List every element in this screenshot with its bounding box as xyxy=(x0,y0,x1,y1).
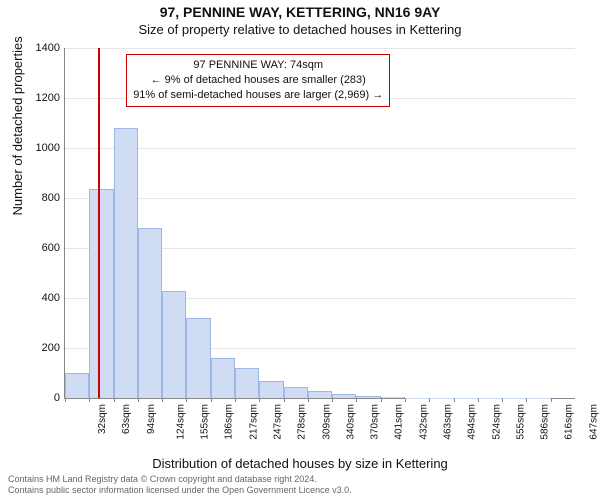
histogram-bar xyxy=(332,394,356,398)
x-tick-label: 155sqm xyxy=(200,404,211,440)
subject-marker-line xyxy=(98,48,100,398)
x-tick-label: 63sqm xyxy=(121,404,132,434)
histogram-bar xyxy=(429,398,453,399)
chart-container: 97, PENNINE WAY, KETTERING, NN16 9AY Siz… xyxy=(0,0,600,500)
histogram-bar xyxy=(162,291,186,399)
x-tick-label: 647sqm xyxy=(588,404,599,440)
plot-area: 97 PENNINE WAY: 74sqm ← 9% of detached h… xyxy=(64,48,575,399)
x-tick-label: 524sqm xyxy=(491,404,502,440)
x-tick-label: 94sqm xyxy=(146,404,157,434)
footer-line-2: Contains public sector information licen… xyxy=(8,485,352,496)
footer: Contains HM Land Registry data © Crown c… xyxy=(8,474,352,496)
histogram-bar xyxy=(405,398,429,399)
x-tick-label: 555sqm xyxy=(515,404,526,440)
x-tick xyxy=(356,398,357,402)
x-tick xyxy=(381,398,382,402)
annotation-line-3: 91% of semi-detached houses are larger (… xyxy=(133,88,383,103)
y-tick-label: 0 xyxy=(6,392,60,404)
histogram-bar xyxy=(356,396,380,399)
histogram-bar xyxy=(308,391,332,399)
x-tick xyxy=(284,398,285,402)
y-tick-label: 1000 xyxy=(6,142,60,154)
histogram-bar xyxy=(235,368,259,398)
histogram-bar xyxy=(381,397,405,398)
y-tick-label: 200 xyxy=(6,342,60,354)
x-tick-label: 463sqm xyxy=(443,404,454,440)
histogram-bar xyxy=(114,128,138,398)
x-tick xyxy=(89,398,90,402)
x-tick xyxy=(162,398,163,402)
y-tick-label: 1400 xyxy=(6,42,60,54)
x-axis-label: Distribution of detached houses by size … xyxy=(0,456,600,471)
histogram-bar xyxy=(89,189,113,398)
x-tick-label: 340sqm xyxy=(345,404,356,440)
x-tick xyxy=(454,398,455,402)
histogram-bar xyxy=(284,387,308,398)
annotation-box: 97 PENNINE WAY: 74sqm ← 9% of detached h… xyxy=(126,54,390,107)
x-tick xyxy=(259,398,260,402)
histogram-bar xyxy=(65,373,89,398)
histogram-bar xyxy=(454,398,478,399)
page-title: 97, PENNINE WAY, KETTERING, NN16 9AY xyxy=(0,0,600,20)
x-tick xyxy=(429,398,430,402)
x-tick xyxy=(65,398,66,402)
x-tick xyxy=(211,398,212,402)
histogram-bar xyxy=(138,228,162,398)
y-axis-label: Number of detached properties xyxy=(10,36,25,215)
histogram-bar xyxy=(211,358,235,398)
x-tick-label: 309sqm xyxy=(321,404,332,440)
x-tick-label: 494sqm xyxy=(467,404,478,440)
x-tick xyxy=(308,398,309,402)
x-tick-label: 32sqm xyxy=(97,404,108,434)
x-tick-label: 370sqm xyxy=(370,404,381,440)
y-tick-label: 1200 xyxy=(6,92,60,104)
x-tick-label: 278sqm xyxy=(297,404,308,440)
x-tick-label: 124sqm xyxy=(175,404,186,440)
x-tick xyxy=(332,398,333,402)
x-tick-label: 616sqm xyxy=(564,404,575,440)
annotation-line-1: 97 PENNINE WAY: 74sqm xyxy=(133,58,383,73)
x-tick xyxy=(405,398,406,402)
x-tick xyxy=(551,398,552,402)
x-tick xyxy=(526,398,527,402)
x-tick-label: 401sqm xyxy=(394,404,405,440)
x-tick xyxy=(478,398,479,402)
x-tick xyxy=(235,398,236,402)
y-tick-label: 400 xyxy=(6,292,60,304)
x-tick xyxy=(114,398,115,402)
footer-line-1: Contains HM Land Registry data © Crown c… xyxy=(8,474,352,485)
x-tick-label: 586sqm xyxy=(540,404,551,440)
y-tick-label: 800 xyxy=(6,192,60,204)
page-subtitle: Size of property relative to detached ho… xyxy=(0,22,600,37)
x-tick-label: 432sqm xyxy=(418,404,429,440)
x-tick xyxy=(186,398,187,402)
x-tick xyxy=(502,398,503,402)
x-tick-label: 217sqm xyxy=(248,404,259,440)
x-tick-label: 247sqm xyxy=(273,404,284,440)
annotation-line-2: ← 9% of detached houses are smaller (283… xyxy=(133,73,383,88)
x-tick-label: 186sqm xyxy=(224,404,235,440)
histogram-bar xyxy=(259,381,283,399)
histogram-bar xyxy=(186,318,210,398)
x-tick xyxy=(138,398,139,402)
y-tick-label: 600 xyxy=(6,242,60,254)
